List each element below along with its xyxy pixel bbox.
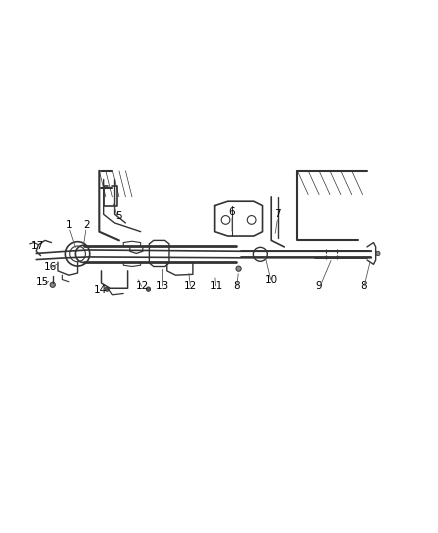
Text: 8: 8 [233, 281, 240, 291]
Circle shape [236, 266, 241, 271]
Text: 5: 5 [115, 212, 121, 221]
Circle shape [50, 282, 55, 287]
Circle shape [376, 251, 380, 256]
Text: 17: 17 [31, 240, 44, 251]
Text: 2: 2 [83, 220, 89, 230]
Text: 11: 11 [209, 281, 223, 291]
Text: 1: 1 [66, 220, 72, 230]
Text: 8: 8 [360, 281, 367, 291]
Circle shape [146, 287, 151, 292]
Text: 9: 9 [316, 281, 322, 291]
Circle shape [105, 287, 110, 292]
Text: 13: 13 [156, 281, 169, 291]
Text: 6: 6 [229, 207, 235, 217]
Text: 7: 7 [275, 209, 281, 219]
Text: 12: 12 [184, 281, 198, 291]
Text: 10: 10 [265, 274, 278, 285]
Text: 15: 15 [36, 277, 49, 287]
Text: 12: 12 [136, 281, 149, 291]
Text: 16: 16 [43, 262, 57, 271]
Text: 14: 14 [94, 285, 107, 295]
